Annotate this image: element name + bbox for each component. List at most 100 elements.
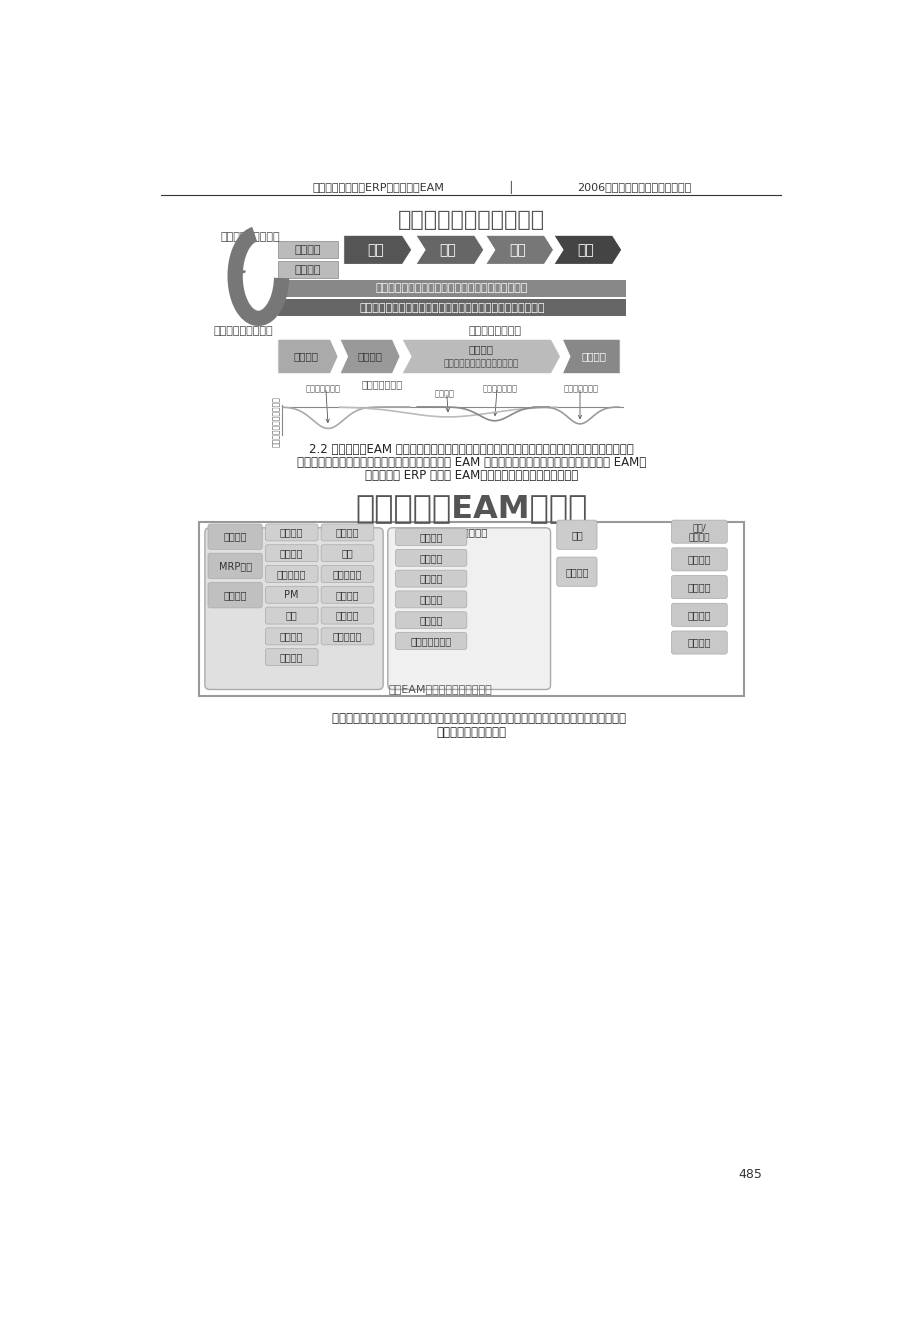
Text: 采用EAM平台构建生产管理系统: 采用EAM平台构建生产管理系统: [388, 684, 492, 695]
Text: 两票系统: 两票系统: [419, 532, 442, 542]
Text: PM: PM: [284, 590, 299, 599]
Text: 人力资源: 人力资源: [686, 554, 710, 564]
Text: 生产管理: 生产管理: [294, 245, 321, 255]
FancyBboxPatch shape: [321, 544, 373, 562]
FancyBboxPatch shape: [321, 628, 373, 645]
Text: 资产全生命周期管理: 资产全生命周期管理: [213, 327, 272, 336]
Text: 电网模型: 电网模型: [419, 616, 442, 625]
Text: 自助维护: 自助维护: [279, 632, 303, 641]
Polygon shape: [278, 339, 338, 374]
FancyBboxPatch shape: [278, 280, 626, 297]
Text: 报废: 报废: [576, 243, 593, 257]
Text: EAM平台: EAM平台: [210, 527, 244, 538]
Text: 设备运行: 设备运行: [419, 574, 442, 583]
FancyBboxPatch shape: [278, 261, 338, 278]
Text: 工单: 工单: [286, 610, 297, 621]
Text: 拆除及报废费用: 拆除及报废费用: [563, 384, 598, 394]
FancyBboxPatch shape: [671, 548, 726, 571]
Text: 485: 485: [738, 1168, 762, 1181]
Polygon shape: [562, 339, 619, 374]
Text: 转固: 转固: [367, 243, 383, 257]
Text: 2.2 从横向看，EAM 模块上比我们通常的生产管理信息系统增加了库存管理、采购管理、和项目管: 2.2 从横向看，EAM 模块上比我们通常的生产管理信息系统增加了库存管理、采购…: [309, 442, 633, 456]
FancyBboxPatch shape: [265, 524, 318, 540]
Text: MRP计划: MRP计划: [219, 560, 252, 571]
Text: │: │: [506, 181, 513, 194]
Text: 生产管理系统: 生产管理系统: [450, 527, 487, 538]
Text: 跟踪: 跟踪: [438, 243, 455, 257]
FancyBboxPatch shape: [205, 528, 382, 689]
Text: 运维成本: 运维成本: [434, 390, 454, 398]
Text: 资产的物理价值链: 资产的物理价值链: [468, 327, 521, 336]
Text: 施的要点（如下图）。: 施的要点（如下图）。: [436, 726, 506, 739]
Text: 客户服务: 客户服务: [686, 637, 710, 648]
Text: 理模块，因此，它是一个集成系统，所以市场上的 EAM 有两种延伸方式，一种从生产系统延伸到 EAM，: 理模块，因此，它是一个集成系统，所以市场上的 EAM 有两种延伸方式，一种从生产…: [297, 456, 645, 469]
Text: 实现资产全生命周期管理: 实现资产全生命周期管理: [398, 210, 544, 230]
Text: 财务/: 财务/: [692, 524, 706, 532]
FancyBboxPatch shape: [208, 554, 262, 579]
Text: 项目管理: 项目管理: [564, 567, 588, 577]
Text: 设备全生命周期管理: 设备全生命周期管理: [221, 233, 280, 242]
FancyBboxPatch shape: [395, 528, 466, 546]
Text: 维护成本: 维护成本: [223, 590, 246, 601]
Text: 库存管理: 库存管理: [223, 532, 246, 542]
FancyBboxPatch shape: [199, 523, 743, 696]
FancyBboxPatch shape: [388, 528, 550, 689]
FancyBboxPatch shape: [265, 649, 318, 665]
Text: 维护工作台: 维护工作台: [277, 569, 306, 579]
Text: 排班工作台: 排班工作台: [333, 569, 362, 579]
FancyBboxPatch shape: [395, 570, 466, 587]
Text: 后台资源系统（企业绩效管理、财务、人力资源、文档控制等）: 后台资源系统（企业绩效管理、财务、人力资源、文档控制等）: [359, 302, 544, 313]
Text: ERP: ERP: [682, 526, 709, 539]
Text: 高级计划: 高级计划: [686, 582, 710, 593]
Text: 业务规划: 业务规划: [293, 352, 318, 362]
Text: 可修复件: 可修复件: [279, 652, 303, 663]
Text: 业务系统（项目、固定资产、资产管理、物资管理）: 业务系统（项目、固定资产、资产管理、物资管理）: [376, 284, 528, 293]
FancyBboxPatch shape: [208, 582, 262, 607]
Polygon shape: [485, 235, 553, 265]
FancyBboxPatch shape: [321, 586, 373, 603]
Text: 另一种是从 ERP 延伸至 EAM。应该说两种方式各有优缺点。: 另一种是从 ERP 延伸至 EAM。应该说两种方式各有优缺点。: [365, 469, 577, 482]
FancyBboxPatch shape: [671, 575, 726, 598]
Text: 质量: 质量: [341, 548, 353, 558]
FancyBboxPatch shape: [278, 242, 338, 258]
Polygon shape: [415, 235, 483, 265]
Text: 维护智能: 维护智能: [335, 527, 358, 538]
FancyBboxPatch shape: [321, 524, 373, 540]
FancyBboxPatch shape: [395, 550, 466, 566]
FancyBboxPatch shape: [395, 633, 466, 649]
Text: 成本计算: 成本计算: [687, 534, 709, 542]
Text: 项目管理: 项目管理: [294, 265, 321, 276]
Polygon shape: [339, 339, 400, 374]
Text: 备件清单: 备件清单: [335, 590, 358, 599]
Text: 开发与设计成本: 开发与设计成本: [305, 384, 340, 394]
FancyBboxPatch shape: [395, 612, 466, 629]
Text: 资源管理: 资源管理: [335, 610, 358, 621]
Text: 试验技术: 试验技术: [419, 594, 442, 605]
FancyBboxPatch shape: [671, 630, 726, 655]
Polygon shape: [344, 235, 412, 265]
FancyBboxPatch shape: [395, 591, 466, 607]
Polygon shape: [402, 339, 560, 374]
Text: 2006年电力行业信息化年会论文集: 2006年电力行业信息化年会论文集: [576, 183, 690, 192]
FancyBboxPatch shape: [208, 524, 262, 550]
FancyBboxPatch shape: [671, 520, 726, 543]
FancyBboxPatch shape: [265, 586, 318, 603]
FancyBboxPatch shape: [265, 566, 318, 582]
Text: 安全管理: 安全管理: [419, 552, 442, 563]
Text: 资产运维: 资产运维: [468, 344, 494, 353]
FancyBboxPatch shape: [265, 544, 318, 562]
FancyBboxPatch shape: [671, 603, 726, 626]
Text: 各类资产全生命周期成本: 各类资产全生命周期成本: [272, 395, 281, 446]
FancyBboxPatch shape: [265, 607, 318, 624]
FancyBboxPatch shape: [321, 607, 373, 624]
Text: 整修及改造成本: 整修及改造成本: [482, 384, 517, 394]
Text: 维护: 维护: [508, 243, 525, 257]
FancyBboxPatch shape: [321, 566, 373, 582]
Text: 采购: 采购: [571, 530, 582, 540]
FancyBboxPatch shape: [265, 628, 318, 645]
Text: 与其他系统集成: 与其他系统集成: [410, 636, 451, 646]
Text: 资产的修复、重新部署及改造等: 资产的修复、重新部署及改造等: [443, 359, 518, 368]
Text: 企业资产管理的思想体现在生产、财务、物资、工程建设等各个系统或模块中，且接口处都是实: 企业资产管理的思想体现在生产、财务、物资、工程建设等各个系统或模块中，且接口处都…: [317, 712, 625, 726]
Text: 生产系统与EAM的关系: 生产系统与EAM的关系: [355, 493, 587, 524]
Polygon shape: [553, 235, 621, 265]
